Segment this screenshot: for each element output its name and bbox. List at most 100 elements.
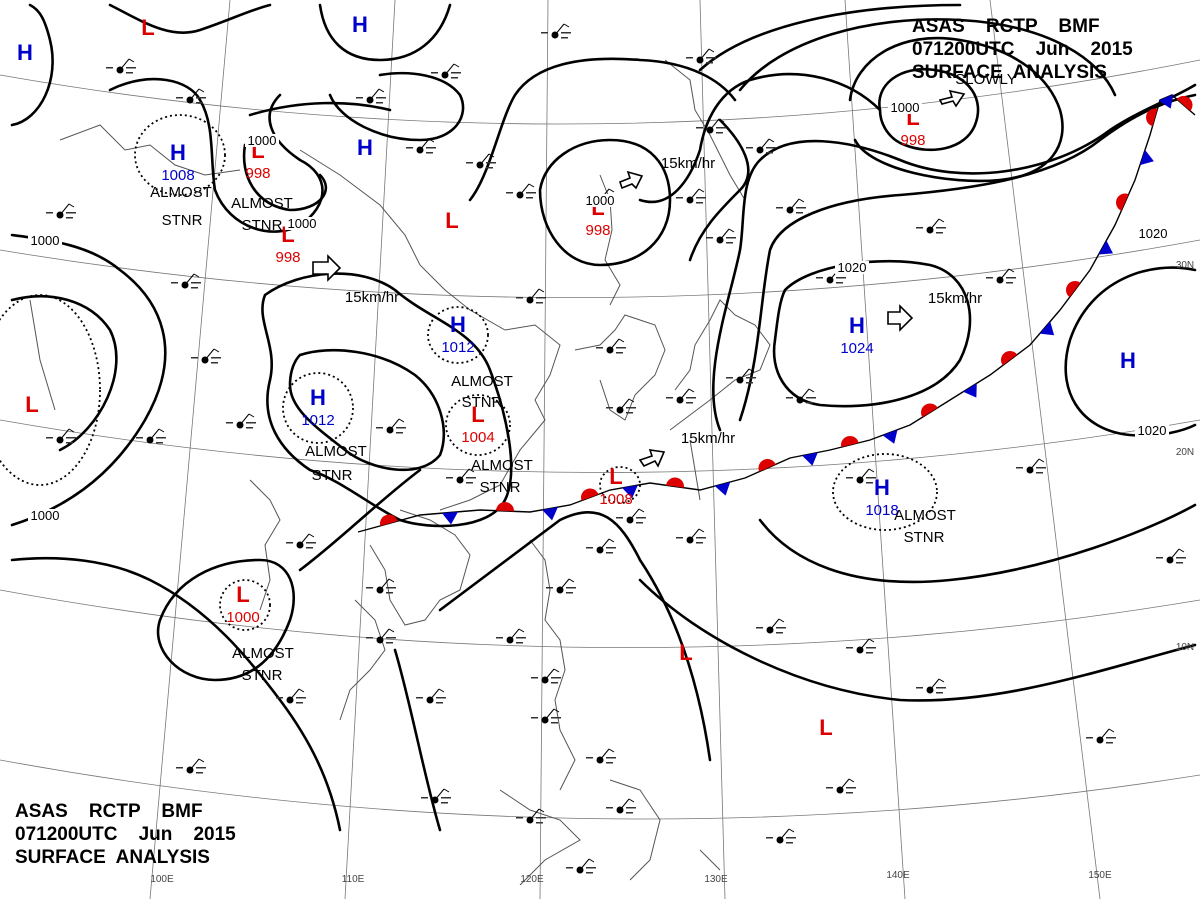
parallel-30n (0, 239, 1200, 298)
wind-barb (1029, 458, 1040, 471)
isobar-1000-west (10, 233, 167, 527)
station-data-mark (286, 542, 293, 544)
station-data-mark (566, 587, 576, 589)
wind-barb-flag (1108, 728, 1115, 733)
warm-front-semicircle (1001, 351, 1018, 366)
station-data-mark (616, 517, 623, 519)
station-data-mark (636, 517, 646, 519)
station-data-mark (796, 212, 803, 214)
station-data-mark (726, 242, 733, 244)
station-data-mark (196, 97, 206, 99)
annotation-text: STNR (242, 667, 283, 684)
station-data-mark (806, 402, 813, 404)
wind-barb (59, 428, 70, 441)
station-data-mark (246, 422, 256, 424)
header-bottom-line3: SURFACE ANALYSIS (15, 847, 210, 868)
station-data-mark (616, 347, 626, 349)
motion-label: 15km/hr (661, 155, 715, 172)
motion-arrow (312, 254, 342, 282)
warm-front-semicircle (841, 436, 859, 448)
station-data-mark (246, 427, 253, 429)
isobar-1012-ne (698, 3, 962, 72)
station-data-mark (696, 537, 706, 539)
annotation-text: STNR (242, 217, 283, 234)
wind-barb (429, 688, 440, 701)
station-data-mark (606, 407, 613, 409)
station-data-mark (386, 592, 393, 594)
wind-barb (739, 368, 750, 381)
isobar-1008-sw2 (298, 468, 422, 572)
isobar-label: 1000 (288, 216, 317, 231)
station-data-mark (756, 627, 763, 629)
wind-barb-flag (748, 368, 755, 373)
station-data-mark (436, 697, 446, 699)
wind-barb-flag (563, 23, 570, 28)
motion-label: 15km/hr (345, 289, 399, 306)
station-data-mark (416, 697, 423, 699)
station-data-mark (516, 642, 523, 644)
wind-barb (419, 138, 430, 151)
annotation-text: STNR (312, 467, 353, 484)
low-pressure-symbol: L (819, 715, 832, 740)
annotation-text: ALMOST (231, 195, 293, 212)
isobar-1008-sw (393, 648, 442, 832)
cold-front-triangle (1158, 94, 1174, 109)
annotation-text: STNR (904, 529, 945, 546)
station-data-mark (986, 277, 993, 279)
isobar-label: 1020 (1139, 226, 1168, 241)
wind-barb-flag (938, 678, 945, 683)
isobar-1008-west (108, 77, 324, 233)
station-data-mark (46, 437, 53, 439)
station-data-mark (606, 552, 613, 554)
center-pressure-value: 1008 (599, 491, 632, 508)
header-bottom-line1: ASAS RCTP BMF (15, 801, 203, 822)
station-data-mark (211, 357, 221, 359)
station-data-mark (171, 282, 178, 284)
wind-barb-flag (488, 153, 495, 158)
station-data-mark (296, 697, 306, 699)
cold-front-triangle (622, 485, 638, 499)
station-data-mark (716, 132, 723, 134)
station-data-mark (196, 772, 203, 774)
motion-label: 15km/hr (928, 290, 982, 307)
isobar-1004-sw (156, 558, 295, 682)
station-data-mark (546, 587, 553, 589)
wind-barb-flag (378, 88, 385, 93)
wind-barb (554, 23, 565, 36)
wind-barb-flag (938, 218, 945, 223)
station-data-mark (766, 147, 776, 149)
isobar-1016-south (758, 503, 1197, 584)
pressure-centers: H L H H 1008 L 998 H L 998 L L 998 H 1012 H 1012 L 1004 L 10… (17, 12, 1136, 740)
station-data-mark (606, 807, 613, 809)
meridian-110e (344, 0, 396, 900)
isobar-1012-south (638, 578, 1197, 702)
low-pressure-symbol: L (679, 640, 692, 665)
station-data-mark (936, 232, 943, 234)
station-data-mark (561, 37, 568, 39)
station-data-mark (486, 167, 493, 169)
isobar-1000-ne (878, 67, 980, 152)
cold-front-triangle (802, 452, 818, 466)
annotation-text: STNR (162, 212, 203, 229)
wind-barb (759, 138, 770, 151)
wind-barb (839, 778, 850, 791)
wind-barb (289, 688, 300, 701)
wind-barb-flag (608, 748, 615, 753)
wind-barb-flag (608, 188, 615, 193)
latitude-label: 30N (1176, 260, 1194, 271)
isobar-label: 1020 (1138, 423, 1167, 438)
warm-front-semicircle (1116, 193, 1129, 211)
station-data-mark (541, 32, 548, 34)
wind-barb (459, 468, 470, 481)
parallel-10n (0, 589, 1200, 648)
station-data-mark (451, 77, 458, 79)
wind-barb (189, 758, 200, 771)
station-data-mark (551, 682, 558, 684)
station-data-mark (496, 637, 503, 639)
wind-barb (1099, 728, 1110, 741)
station-data-mark (596, 347, 603, 349)
annotation-text: ALMOST (232, 645, 294, 662)
station-data-mark (586, 867, 596, 869)
station-data-mark (606, 757, 616, 759)
station-data-mark (191, 357, 198, 359)
